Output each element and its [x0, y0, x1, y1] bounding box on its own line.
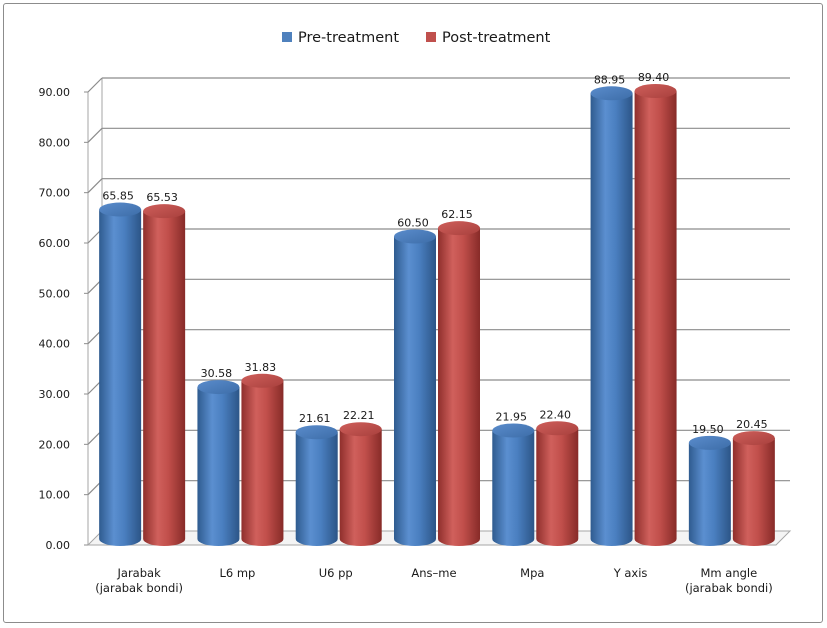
- x-tick-label: Y axis: [613, 566, 648, 580]
- y-tick-label: 90.00: [39, 86, 71, 99]
- y-tick-label: 10.00: [39, 489, 71, 502]
- bar-pre-treatment: [394, 229, 436, 546]
- data-label: 22.21: [343, 409, 375, 422]
- x-tick-label: U6 pp: [319, 566, 353, 580]
- legend-swatch-post-treatment: [426, 32, 436, 42]
- gridline-depth: [87, 127, 103, 143]
- data-label: 21.95: [496, 411, 528, 424]
- data-label: 31.83: [245, 361, 277, 374]
- bar-pre-treatment: [99, 202, 142, 546]
- x-tick-label: L6 mp: [219, 566, 255, 580]
- legend-label-pre-treatment: Pre-treatment: [298, 30, 399, 46]
- bar-post-treatment: [339, 422, 382, 546]
- bar-pre-treatment: [295, 425, 338, 546]
- data-label: 20.45: [736, 418, 768, 431]
- x-tick-label: Mm angle (jarabak bondi): [685, 566, 773, 595]
- x-tick-label: Mpa: [520, 566, 544, 580]
- data-label: 65.53: [146, 191, 178, 204]
- y-tick-label: 30.00: [39, 388, 71, 401]
- y-tick-label: 20.00: [39, 438, 71, 451]
- bar-post-treatment: [143, 204, 186, 546]
- bar-post-treatment: [241, 373, 284, 546]
- bar-pre-treatment: [197, 380, 240, 546]
- legend-swatch-pre-treatment: [282, 32, 292, 42]
- y-tick-label: 40.00: [39, 338, 71, 351]
- bar-post-treatment: [438, 221, 480, 546]
- legend: Pre-treatment Post-treatment: [282, 30, 551, 46]
- bar-post-treatment: [536, 421, 579, 546]
- x-tick-label: Jarabak (jarabak bondi): [95, 566, 183, 595]
- data-label: 89.40: [638, 71, 670, 84]
- gridline-depth: [87, 178, 103, 194]
- gridline-depth: [87, 77, 103, 93]
- bar-pre-treatment: [590, 86, 633, 546]
- data-labels: 65.85 65.53 30.58 31.83 21.61 22.21 60.50 62.15…: [102, 71, 767, 436]
- legend-label-post-treatment: Post-treatment: [442, 30, 551, 46]
- y-tick-label: 80.00: [39, 136, 71, 149]
- x-tick-label: Ans–me: [411, 566, 456, 580]
- y-tick-label: 50.00: [39, 287, 71, 300]
- data-label: 62.15: [441, 208, 473, 221]
- data-label: 30.58: [201, 367, 233, 380]
- data-label: 65.85: [102, 190, 134, 203]
- data-label: 88.95: [594, 73, 626, 86]
- data-label: 22.40: [540, 408, 572, 421]
- y-tick-label: 0.00: [46, 539, 71, 552]
- bars: [99, 84, 775, 546]
- y-tick-label: 60.00: [39, 237, 71, 250]
- data-label: 60.50: [397, 216, 429, 229]
- bar-pre-treatment: [492, 423, 535, 546]
- data-label: 21.61: [299, 412, 331, 425]
- data-label: 19.50: [692, 423, 724, 436]
- y-tick-label: 70.00: [39, 187, 71, 200]
- bar-post-treatment: [634, 84, 677, 546]
- bar-pre-treatment: [688, 435, 731, 546]
- bar-post-treatment: [732, 431, 775, 546]
